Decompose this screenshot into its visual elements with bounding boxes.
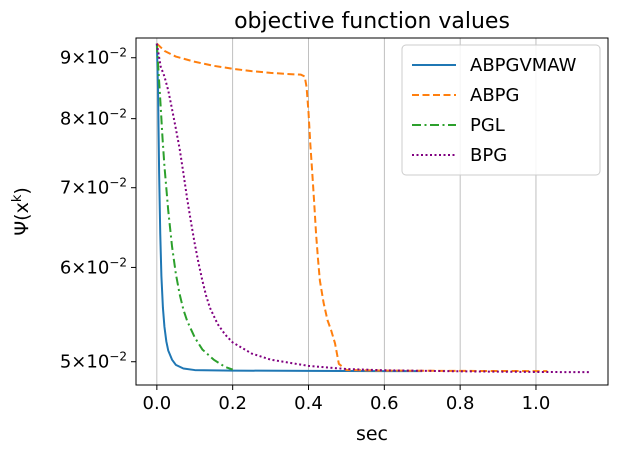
- legend-label-bpg: BPG: [470, 145, 507, 166]
- x-axis-label: sec: [356, 423, 388, 445]
- plot-frame: [135, 37, 609, 386]
- y-tick-times: ×10: [71, 48, 109, 69]
- y-tick-times: ×10: [71, 257, 109, 278]
- series-line-bpg: [155, 43, 590, 374]
- legend-label-pgl: PGL: [470, 115, 505, 136]
- y-tick-mantissa: 7: [60, 178, 71, 199]
- y-tick-label: 5×10−2: [60, 350, 127, 373]
- y-tick-times: ×10: [71, 109, 109, 130]
- y-tick-times: ×10: [71, 178, 109, 199]
- legend-label-abpgvmaw: ABPGVMAW: [470, 55, 577, 76]
- y-tick-exponent: −2: [109, 255, 127, 269]
- y-tick-exponent: −2: [109, 176, 127, 190]
- chart-title: objective function values: [234, 9, 510, 34]
- y-tick-label: 9×10−2: [60, 46, 127, 69]
- x-tick-label: 0.4: [294, 393, 323, 414]
- y-tick-label: 8×10−2: [60, 107, 127, 130]
- series-line-abpg: [156, 42, 548, 373]
- x-tick-label: 0.0: [143, 393, 172, 414]
- x-tick-label: 0.2: [218, 393, 247, 414]
- y-axis-label: Ψ(xk): [10, 187, 34, 236]
- y-tick-label: 7×10−2: [60, 176, 127, 199]
- y-tick-exponent: −2: [109, 350, 127, 364]
- y-tick-label: 6×10−2: [60, 255, 127, 278]
- y-tick-mantissa: 9: [60, 48, 71, 69]
- legend: ABPGVMAW ABPG PGL BPG: [401, 44, 601, 176]
- y-tick-mantissa: 8: [60, 109, 71, 130]
- y-axis-label-base: Ψ(x: [11, 202, 33, 236]
- series-line-abpgvmaw: [155, 43, 423, 373]
- x-tick-label: 0.8: [446, 393, 475, 414]
- x-tick-label: 1.0: [522, 393, 551, 414]
- y-axis-ticks: 9×10−28×10−27×10−26×10−25×10−2: [60, 46, 136, 373]
- legend-label-abpg: ABPG: [470, 85, 519, 106]
- x-axis-ticks: 0.0 0.2 0.4 0.6 0.8 1.0: [143, 385, 551, 414]
- series-line-pgl: [155, 43, 233, 371]
- y-tick-mantissa: 6: [60, 257, 71, 278]
- y-tick-mantissa: 5: [60, 352, 71, 373]
- legend-box: [401, 44, 601, 176]
- y-axis-label-sup: k: [10, 194, 25, 202]
- y-tick-exponent: −2: [109, 107, 127, 121]
- series-lines: [155, 42, 590, 374]
- y-tick-exponent: −2: [109, 46, 127, 60]
- x-tick-label: 0.6: [370, 393, 399, 414]
- y-tick-times: ×10: [71, 352, 109, 373]
- y-axis-label-close: ): [11, 187, 33, 194]
